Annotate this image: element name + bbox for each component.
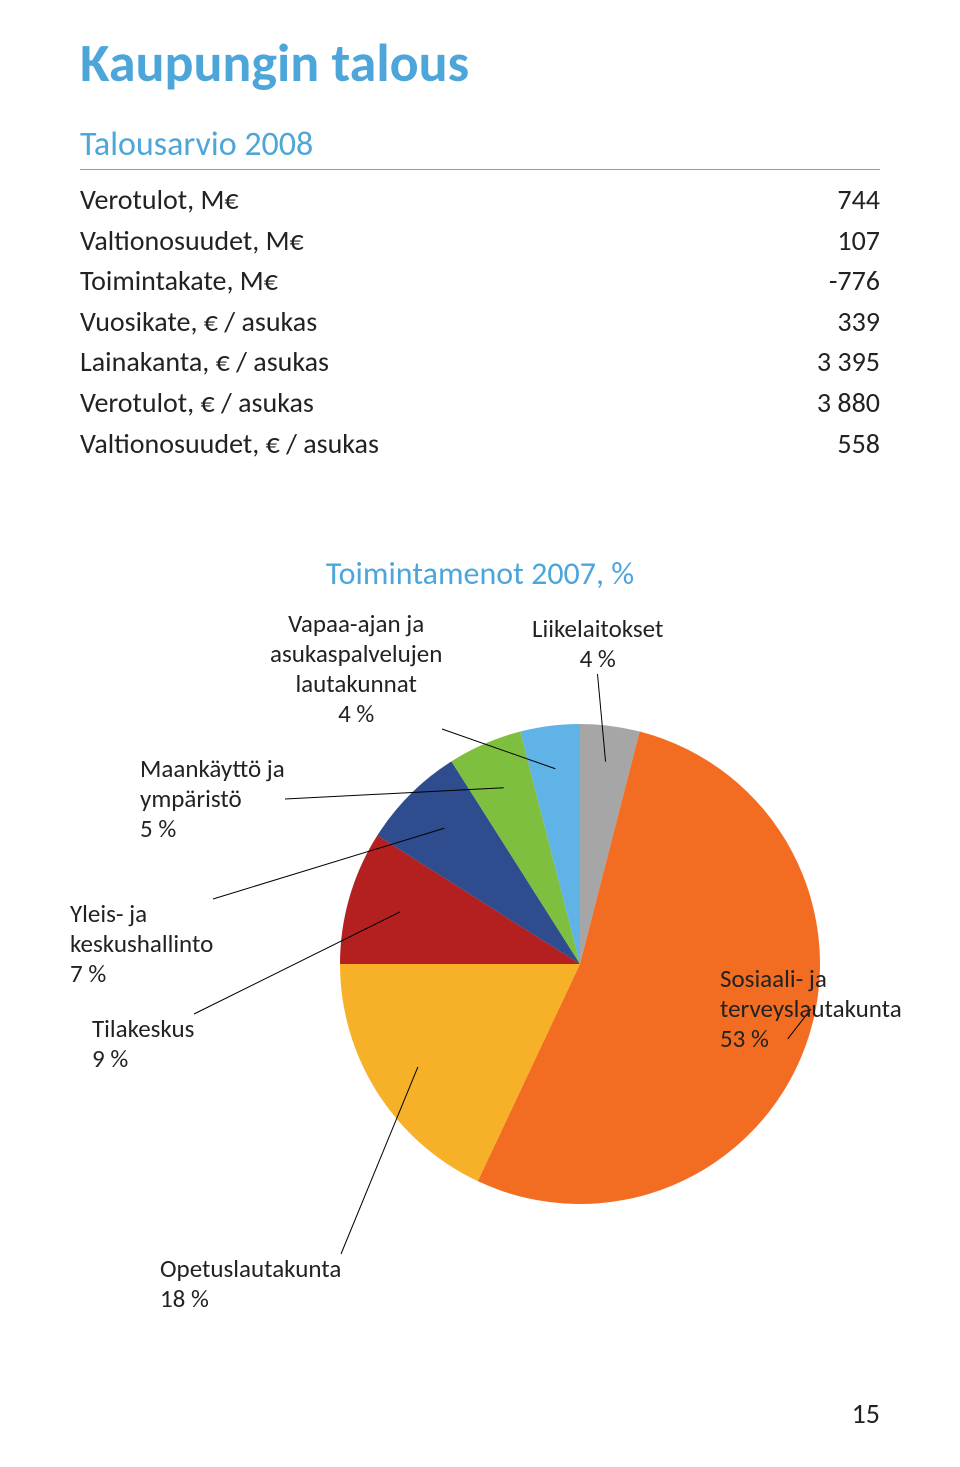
table-row: Vuosikate, € / asukas339 [80, 302, 880, 343]
table-row: Verotulot, M€744 [80, 180, 880, 221]
table-row: Lainakanta, € / asukas3 395 [80, 342, 880, 383]
row-label: Lainakanta, € / asukas [80, 342, 817, 383]
row-label: Vuosikate, € / asukas [80, 302, 837, 343]
row-label: Valtionosuudet, M€ [80, 221, 837, 262]
chart-title: Toimintamenot 2007, % [80, 554, 880, 593]
page-number: 15 [852, 1396, 880, 1431]
pie-label: Sosiaali- jaterveyslautakunta53 % [720, 964, 902, 1054]
pie-label: Maankäyttö jaympäristö5 % [140, 754, 285, 844]
row-value: 3 880 [817, 383, 880, 424]
pie-label: Opetuslautakunta18 % [160, 1254, 341, 1314]
row-value: 339 [837, 302, 880, 343]
table-row: Valtionosuudet, M€107 [80, 221, 880, 262]
table-row: Valtionosuudet, € / asukas558 [80, 424, 880, 465]
row-value: -776 [829, 261, 880, 302]
page-title: Kaupungin talous [80, 30, 880, 96]
row-value: 107 [837, 221, 880, 262]
row-label: Toimintakate, M€ [80, 261, 829, 302]
divider [80, 169, 880, 170]
finance-table: Verotulot, M€744Valtionosuudet, M€107Toi… [80, 180, 880, 464]
row-label: Verotulot, M€ [80, 180, 837, 221]
row-value: 744 [837, 180, 880, 221]
subtitle: Talousarvio 2008 [80, 124, 880, 165]
pie-chart-area: Toimintamenot 2007, % Liikelaitokset4 %S… [80, 554, 880, 1314]
row-value: 558 [837, 424, 880, 465]
row-value: 3 395 [817, 342, 880, 383]
row-label: Verotulot, € / asukas [80, 383, 817, 424]
pie-label: Tilakeskus9 % [92, 1014, 194, 1074]
row-label: Valtionosuudet, € / asukas [80, 424, 837, 465]
pie-label: Yleis- jakeskushallinto7 % [70, 899, 213, 989]
table-row: Verotulot, € / asukas3 880 [80, 383, 880, 424]
pie-label: Liikelaitokset4 % [532, 614, 663, 674]
pie-label: Vapaa-ajan jaasukaspalvelujenlautakunnat… [270, 609, 442, 729]
table-row: Toimintakate, M€-776 [80, 261, 880, 302]
